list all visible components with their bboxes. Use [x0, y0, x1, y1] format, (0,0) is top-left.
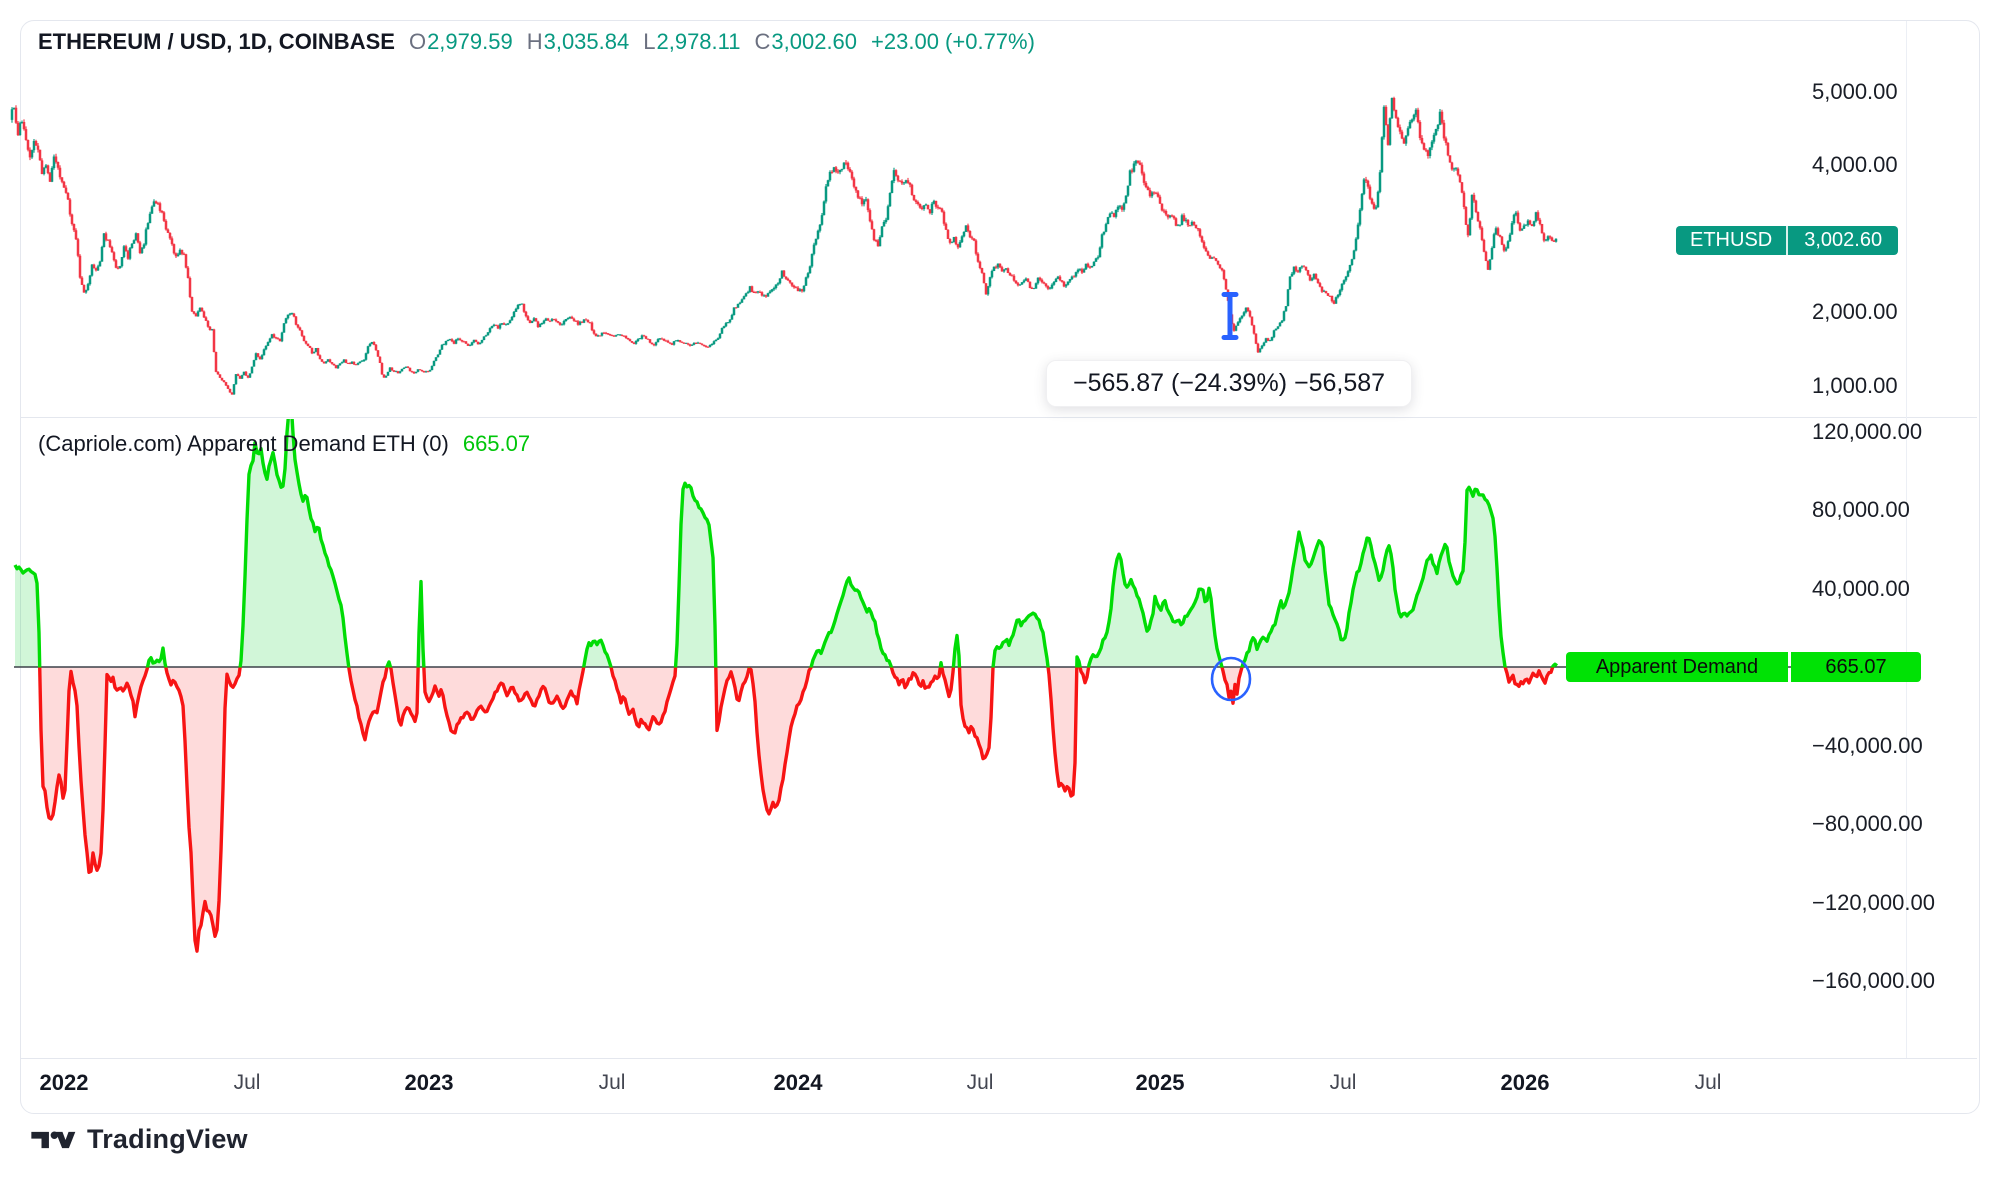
symbol-badge-label: ETHUSD	[1690, 229, 1773, 251]
ohlc-values: O 2,979.59 H 3,035.84 L 2,978.11 C 3,002.60	[409, 28, 857, 56]
ohlc-l: L 2,978.11	[643, 29, 741, 54]
pane-separator[interactable]	[21, 417, 1977, 418]
indicator-badge-label: Apparent Demand	[1566, 652, 1788, 682]
price-tick-label: 5,000.00	[1812, 79, 1898, 104]
time-axis-separator	[21, 1058, 1977, 1059]
change-value: +23.00 (+0.77%)	[871, 29, 1035, 54]
chart-card	[20, 20, 1980, 1114]
indicator-tick-label: 120,000.00	[1812, 419, 1923, 444]
measure-tool-top-handle[interactable]	[1221, 292, 1239, 297]
time-tick-label-2024: 2024	[773, 1070, 823, 1095]
indicator-tick-label: −40,000.00	[1812, 733, 1923, 758]
ohlc-c: C 3,002.60	[754, 29, 858, 54]
time-tick-label-2026: 2026	[1500, 1070, 1550, 1095]
circle-annotation[interactable]	[1210, 656, 1252, 702]
time-tick-label-jul: Jul	[1329, 1071, 1357, 1094]
indicator-line-negative	[38, 667, 1555, 953]
indicator-tick-label: −160,000.00	[1812, 968, 1935, 993]
candles-up-bodies	[10, 98, 1558, 395]
indicator-tick-label: 80,000.00	[1812, 497, 1910, 522]
indicator-value-badge: Apparent Demand 665.07	[1566, 652, 1921, 682]
ohlc-h: H 3,035.84	[526, 29, 630, 54]
indicator-positive-area	[15, 419, 1557, 668]
indicator-tick-label: −80,000.00	[1812, 811, 1923, 836]
symbol-title[interactable]: ETHEREUM / USD, 1D, COINBASE	[38, 29, 395, 54]
measure-tool-bottom-handle[interactable]	[1221, 335, 1239, 340]
indicator-line-positive	[13, 419, 1559, 668]
time-tick-label-jul: Jul	[1694, 1071, 1722, 1094]
symbol-badge-value: 3,002.60	[1786, 226, 1898, 255]
indicator-title[interactable]: (Capriole.com) Apparent Demand ETH (0)	[38, 431, 449, 456]
tradingview-logo-icon	[31, 1131, 76, 1148]
symbol-price-badge: ETHUSD 3,002.60	[1676, 226, 1899, 255]
indicator-negative-area	[39, 667, 1553, 952]
price-tick-label: 4,000.00	[1812, 152, 1898, 177]
indicator-tick-label: 40,000.00	[1812, 576, 1910, 601]
tradingview-watermark[interactable]: TradingView	[30, 1124, 248, 1155]
measure-tooltip-text: −565.87 (−24.39%) −56,587	[1072, 369, 1386, 397]
time-tick-label-jul: Jul	[966, 1071, 994, 1094]
measure-tool-bar[interactable]	[1227, 292, 1233, 340]
price-tick-label: 1,000.00	[1812, 373, 1898, 398]
time-tick-label-jul: Jul	[233, 1071, 261, 1094]
measure-tooltip: −565.87 (−24.39%) −56,587	[1046, 360, 1412, 407]
time-tick-label-jul: Jul	[598, 1071, 626, 1094]
indicator-tick-label: −120,000.00	[1812, 890, 1935, 915]
tradingview-logo-text: TradingView	[87, 1124, 248, 1154]
ohlc-o: O 2,979.59	[408, 29, 513, 54]
candles-up-wicks	[11, 97, 1557, 395]
indicator-value: 665.07	[462, 431, 531, 456]
time-tick-label-2025: 2025	[1135, 1070, 1185, 1095]
price-axis-separator	[1906, 21, 1907, 1058]
symbol-legend[interactable]: ETHEREUM / USD, 1D, COINBASE O 2,979.59 H 3…	[38, 28, 1035, 56]
time-tick-label-2022: 2022	[39, 1070, 89, 1095]
indicator-legend[interactable]: (Capriole.com) Apparent Demand ETH (0) 6…	[38, 430, 530, 458]
indicator-badge-value: 665.07	[1791, 652, 1921, 682]
time-tick-label-2023: 2023	[404, 1070, 454, 1095]
candles-down-bodies	[14, 98, 1556, 395]
price-tick-label: 2,000.00	[1812, 299, 1898, 324]
candles-down-wicks	[15, 96, 1555, 395]
